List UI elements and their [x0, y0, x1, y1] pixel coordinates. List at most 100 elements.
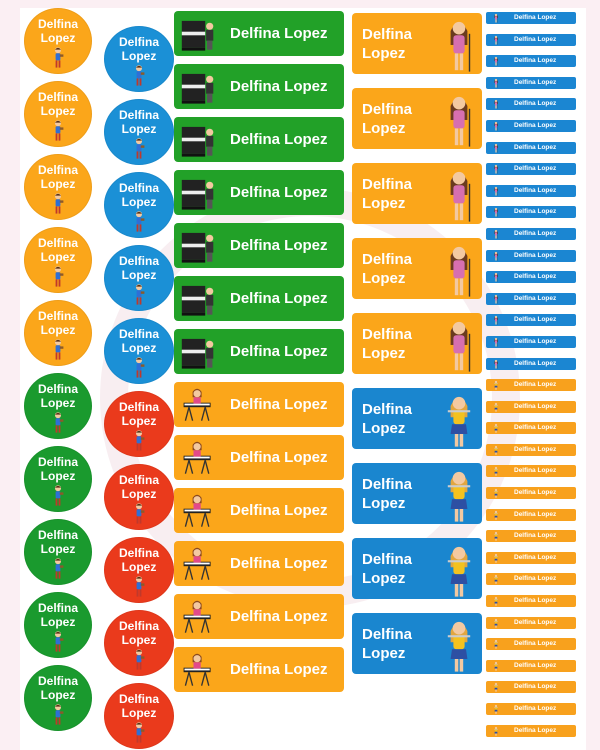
label-first-name: Delfina [362, 476, 413, 493]
flute-girl-icon [492, 423, 500, 434]
mini-name-label: Delfina Lopez [486, 141, 576, 154]
flute-girl-icon [492, 531, 500, 541]
name-label-text: Delfina Lopez [230, 343, 328, 360]
label-last-name: Lopez [121, 560, 157, 574]
mini-label-text: Delfina Lopez [514, 14, 557, 21]
label-first-name: Delfina [37, 90, 78, 104]
large-name-label: Delfina Lopez [352, 163, 482, 224]
label-last-name: Lopez [121, 268, 157, 282]
mini-label-text: Delfina Lopez [514, 640, 557, 648]
circle-name-label: Delfina Lopez [104, 99, 174, 165]
circle-name-label: Delfina Lopez [24, 519, 92, 585]
child-musician-icon [51, 703, 65, 727]
mini-name-label: Delfina Lopez [486, 595, 576, 608]
mini-name-label: Delfina Lopez [486, 681, 576, 694]
name-label-text: Delfina Lopez [230, 25, 328, 42]
circle-name-label: Delfina Lopez [104, 391, 174, 457]
singer-girl-icon [492, 99, 500, 110]
keyboard-player-icon [180, 545, 216, 582]
child-musician-icon [132, 721, 146, 745]
mini-label-text: Delfina Lopez [514, 575, 557, 583]
mini-label-text: Delfina Lopez [514, 467, 557, 475]
label-first-name: Delfina [362, 626, 413, 643]
mini-name-label: Delfina Lopez [486, 465, 576, 478]
singer-girl-icon [492, 35, 500, 45]
singer-girl-icon [492, 359, 500, 369]
large-name-label: Delfina Lopez [352, 388, 482, 449]
singer-girl-icon [492, 164, 500, 174]
label-first-name: Delfina [37, 674, 78, 688]
child-musician-icon [132, 429, 146, 453]
mini-label-text: Delfina Lopez [514, 57, 557, 65]
label-first-name: Delfina [37, 601, 78, 615]
circle-label-name: Delfina Lopez [24, 309, 92, 337]
child-musician-icon [132, 502, 146, 526]
label-first-name: Delfina [118, 35, 159, 49]
label-last-name: Lopez [121, 341, 157, 355]
mini-label-text: Delfina Lopez [514, 143, 557, 151]
label-last-name: Lopez [40, 323, 76, 337]
singer-girl-icon [492, 143, 500, 153]
large-name-label: Delfina Lopez [352, 238, 482, 299]
label-last-name: Lopez [362, 195, 406, 212]
circle-name-label: Delfina Lopez [24, 227, 92, 293]
large-label-name: Delfina Lopez [362, 175, 412, 213]
mini-label-text: Delfina Lopez [514, 532, 557, 540]
label-last-name: Lopez [362, 120, 406, 137]
mini-name-label: Delfina Lopez [486, 616, 576, 629]
flute-girl-icon [492, 380, 500, 390]
child-musician-icon [132, 356, 146, 380]
name-label: Delfina Lopez [174, 11, 344, 56]
circle-label-name: Delfina Lopez [24, 528, 92, 556]
mini-name-label: Delfina Lopez [486, 379, 576, 392]
large-name-label: Delfina Lopez [352, 463, 482, 524]
label-last-name: Lopez [40, 688, 76, 702]
label-first-name: Delfina [362, 326, 413, 343]
child-musician-icon [132, 283, 146, 307]
piano-player-icon [180, 68, 216, 105]
singer-girl-icon [492, 294, 500, 304]
name-label: Delfina Lopez [174, 223, 344, 268]
circle-label-name: Delfina Lopez [104, 108, 174, 136]
circle-label-name: Delfina Lopez [104, 619, 174, 647]
name-label-text: Delfina Lopez [230, 78, 328, 95]
singer-girl-icon [492, 229, 500, 239]
name-label-text: Delfina Lopez [230, 449, 328, 466]
name-label: Delfina Lopez [174, 647, 344, 692]
mini-label-text: Delfina Lopez [514, 165, 557, 173]
mini-name-label: Delfina Lopez [486, 638, 576, 651]
name-labels-column: Delfina Lopez Delfina Lopez Delfina Lopez D… [174, 11, 344, 700]
flute-girl-icon [444, 392, 474, 448]
label-last-name: Lopez [40, 31, 76, 45]
mini-label-text: Delfina Lopez [514, 402, 557, 410]
circle-label-name: Delfina Lopez [24, 90, 92, 118]
mini-name-label: Delfina Lopez [486, 573, 576, 586]
mini-name-label: Delfina Lopez [486, 227, 576, 240]
mini-name-label: Delfina Lopez [486, 249, 576, 262]
mini-label-text: Delfina Lopez [514, 208, 557, 216]
mini-name-label: Delfina Lopez [486, 724, 576, 737]
label-first-name: Delfina [362, 26, 413, 43]
child-musician-icon [132, 64, 146, 88]
flute-girl-icon [492, 466, 500, 477]
label-first-name: Delfina [362, 401, 413, 418]
name-label: Delfina Lopez [174, 488, 344, 533]
flute-girl-icon [492, 618, 500, 628]
piano-player-icon [180, 121, 216, 158]
child-musician-icon [51, 411, 65, 435]
mini-name-label: Delfina Lopez [486, 55, 576, 68]
piano-player-icon [180, 174, 216, 211]
mini-label-text: Delfina Lopez [514, 273, 557, 281]
circle-name-label: Delfina Lopez [24, 373, 92, 439]
label-last-name: Lopez [121, 414, 157, 428]
label-last-name: Lopez [121, 122, 157, 136]
label-first-name: Delfina [37, 382, 78, 396]
piano-player-icon [180, 333, 216, 370]
name-label: Delfina Lopez [174, 382, 344, 427]
label-first-name: Delfina [118, 327, 159, 341]
singer-girl-icon [492, 207, 500, 218]
label-first-name: Delfina [37, 17, 78, 31]
mini-name-label: Delfina Lopez [486, 206, 576, 219]
circle-label-name: Delfina Lopez [104, 546, 174, 574]
mini-name-label: Delfina Lopez [486, 271, 576, 284]
